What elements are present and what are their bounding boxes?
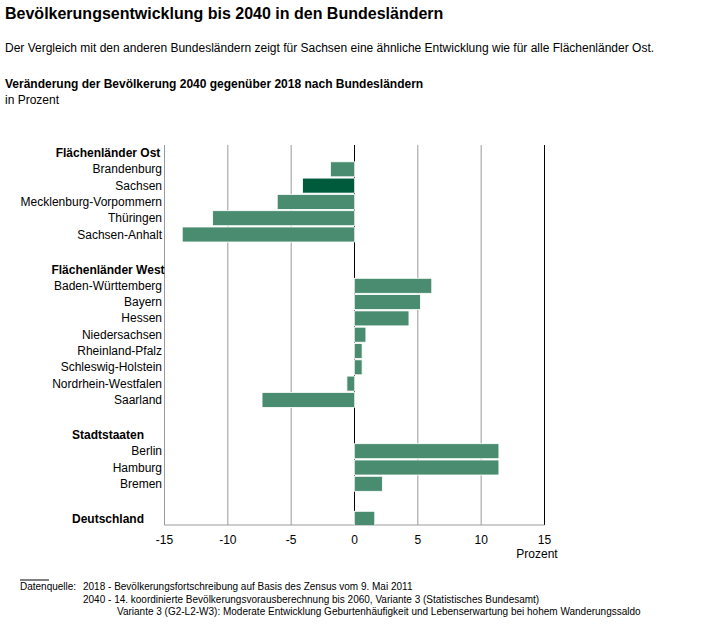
source-line: 2018 - Bevölkerungsfortschreibung auf Ba… (83, 581, 413, 592)
grid-line (544, 145, 545, 525)
category-label: Saarland (114, 393, 162, 407)
grid-line (227, 145, 228, 525)
bar (303, 178, 355, 193)
tick-label: 15 (538, 533, 552, 547)
bar (355, 460, 499, 475)
bar (355, 444, 499, 459)
category-label: Rheinland-Pfalz (77, 344, 162, 358)
category-label: Nordrhein-Westfalen (52, 377, 162, 391)
category-label: Niedersachsen (82, 328, 162, 342)
bar (330, 162, 354, 177)
x-axis-label: Prozent (516, 547, 558, 561)
category-label: Hessen (121, 311, 162, 325)
tick-label: 0 (351, 533, 358, 547)
bar (355, 311, 409, 326)
bar (355, 511, 375, 525)
bars (182, 162, 499, 525)
title: Bevölkerungsentwicklung bis 2040 in den … (5, 5, 443, 22)
category-label: Berlin (131, 444, 162, 458)
source-line: 2040 - 14. koordinierte Bevölkerungsvora… (83, 594, 539, 605)
bar (277, 194, 354, 209)
unit: in Prozent (5, 93, 60, 107)
source-label: Datenquelle: (20, 581, 76, 592)
category-label: Hamburg (113, 461, 162, 475)
category-label: Baden-Württemberg (54, 279, 162, 293)
category-label: Bremen (120, 477, 162, 491)
category-label: Sachsen-Anhalt (77, 228, 162, 242)
group-label: Stadtstaaten (72, 428, 144, 442)
bar (262, 392, 354, 407)
bar (182, 227, 354, 242)
category-label: Schleswig-Holstein (61, 360, 162, 374)
bar (347, 376, 355, 391)
bar (355, 295, 421, 310)
tick-label: 10 (474, 533, 488, 547)
category-label: Thüringen (108, 211, 162, 225)
bar (355, 476, 383, 491)
category-label: Sachsen (115, 179, 162, 193)
tick-label: -5 (286, 533, 297, 547)
bar (213, 211, 355, 226)
tick-label: -15 (156, 533, 174, 547)
group-label: Flächenländer Ost (56, 146, 161, 160)
grid-line (164, 145, 165, 525)
bar (355, 278, 432, 293)
chart: Bevölkerungsentwicklung bis 2040 in den … (0, 0, 721, 630)
category-label: Mecklenburg-Vorpommern (21, 195, 162, 209)
chart-title: Veränderung der Bevölkerung 2040 gegenüb… (5, 77, 423, 91)
tick-label: -10 (219, 533, 237, 547)
bar (355, 344, 363, 359)
subtitle: Der Vergleich mit den anderen Bundesländ… (5, 41, 654, 55)
grid (165, 145, 545, 525)
total-label: Deutschland (72, 512, 144, 526)
bar (355, 327, 366, 342)
category-label: Brandenburg (93, 162, 162, 176)
source-line: Variante 3 (G2-L2-W3): Moderate Entwickl… (117, 606, 641, 617)
bar (355, 360, 363, 375)
category-label: Bayern (124, 295, 162, 309)
group-label: Flächenländer West (51, 263, 164, 277)
tick-label: 5 (414, 533, 421, 547)
